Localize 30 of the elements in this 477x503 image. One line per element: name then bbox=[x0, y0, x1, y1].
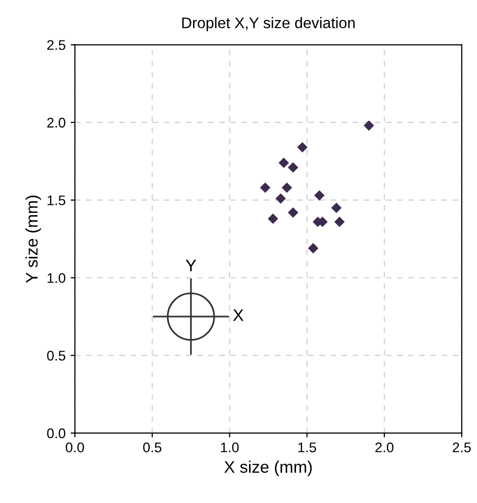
point bbox=[275, 193, 286, 204]
x-tick-label: 2.5 bbox=[452, 442, 471, 452]
y-tick-label: 2.5 bbox=[47, 40, 66, 50]
point bbox=[297, 142, 308, 152]
point bbox=[260, 182, 270, 193]
chart-title: Droplet X,Y size deviation bbox=[182, 17, 355, 32]
point bbox=[278, 158, 289, 168]
point bbox=[314, 190, 325, 201]
point bbox=[308, 243, 318, 254]
point bbox=[288, 207, 298, 218]
x-tick-label: 0.0 bbox=[66, 442, 84, 452]
point bbox=[331, 202, 342, 214]
point bbox=[268, 214, 278, 224]
annotation: X bbox=[233, 309, 244, 321]
y-tick-label: 0.5 bbox=[47, 350, 66, 361]
x-tick-label: 1.5 bbox=[298, 442, 316, 452]
y-tick-label: 2.0 bbox=[47, 118, 66, 128]
y-axis-title: Y size (mm) bbox=[25, 196, 41, 283]
point bbox=[334, 216, 345, 228]
y-tick-label: 1.5 bbox=[48, 196, 66, 206]
x-tick-label: 0.5 bbox=[143, 442, 162, 452]
point bbox=[288, 162, 298, 173]
y-tick-label: 0.0 bbox=[47, 428, 66, 438]
x-axis-title: X size (mm) bbox=[224, 460, 312, 476]
y-tick-label: 1.0 bbox=[48, 273, 66, 283]
x-tick-label: 1.0 bbox=[221, 442, 239, 452]
annotation: Y bbox=[186, 260, 196, 272]
point bbox=[282, 182, 292, 193]
point bbox=[364, 120, 374, 131]
x-tick-label: 2.0 bbox=[375, 442, 394, 452]
